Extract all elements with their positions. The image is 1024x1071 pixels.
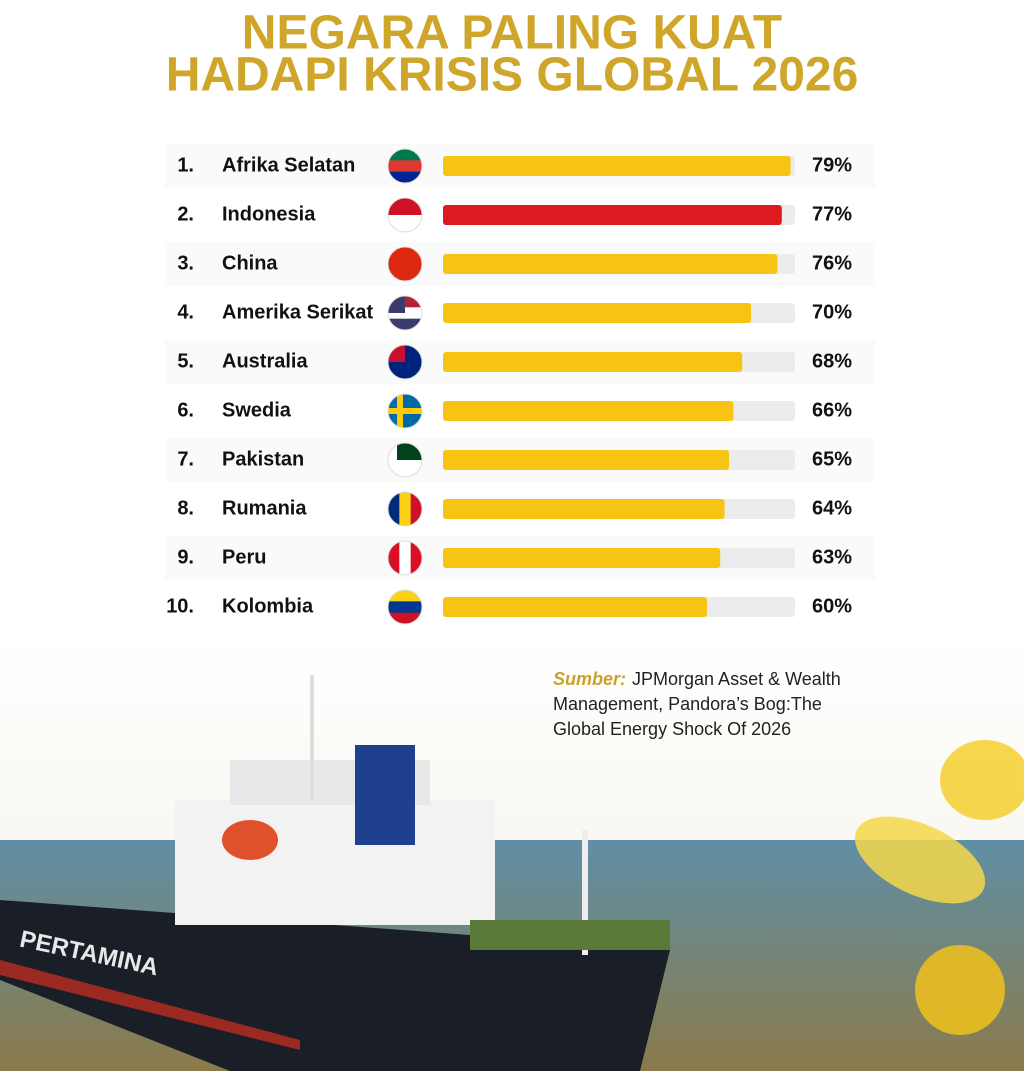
flag-part xyxy=(388,408,422,414)
country-name: Rumania xyxy=(222,497,307,519)
flag xyxy=(387,197,423,233)
rank: 10. xyxy=(166,595,194,617)
value-label: 65% xyxy=(812,448,852,470)
flag xyxy=(387,589,423,625)
value-label: 70% xyxy=(812,301,852,323)
value-label: 64% xyxy=(812,497,852,519)
country-name: Swedia xyxy=(222,399,292,421)
flag-part xyxy=(388,318,422,330)
flag-part xyxy=(388,198,422,216)
flag xyxy=(387,393,423,429)
title-line: NEGARA PALING KUAT xyxy=(242,7,782,60)
bar xyxy=(443,548,721,568)
flag-part xyxy=(399,541,412,575)
flag-body xyxy=(388,541,422,575)
flag-part xyxy=(388,541,401,575)
rank: 2. xyxy=(177,203,194,225)
flag-part xyxy=(388,590,422,603)
flag xyxy=(387,295,423,331)
bar xyxy=(443,254,778,274)
flag-ring xyxy=(387,295,423,331)
country-name: Kolombia xyxy=(222,595,314,617)
bar xyxy=(443,352,743,372)
flag-ring xyxy=(387,540,423,576)
value-label: 63% xyxy=(812,546,852,568)
source-label: Sumber: xyxy=(553,669,626,689)
flag-part xyxy=(388,601,422,614)
flag-ring xyxy=(387,442,423,478)
rank: 5. xyxy=(177,350,194,372)
flag-body xyxy=(388,198,422,232)
flag-body xyxy=(388,394,422,428)
value-label: 76% xyxy=(812,252,852,274)
source-line: JPMorgan Asset & Wealth xyxy=(632,669,841,689)
flag-ring xyxy=(387,393,423,429)
flag xyxy=(387,442,423,478)
rank: 1. xyxy=(177,154,194,176)
rank: 7. xyxy=(177,448,194,470)
bar xyxy=(443,597,707,617)
flag xyxy=(387,540,423,576)
flag-body xyxy=(388,149,422,183)
flag-part xyxy=(388,247,422,281)
flag xyxy=(387,246,423,282)
rank: 3. xyxy=(177,252,194,274)
flag-part xyxy=(388,160,422,173)
rank: 6. xyxy=(177,399,194,421)
flag-ring xyxy=(387,344,423,380)
flag xyxy=(387,148,423,184)
value-label: 79% xyxy=(812,154,852,176)
flag-body xyxy=(388,296,422,330)
value-label: 77% xyxy=(812,203,852,225)
country-name: Amerika Serikat xyxy=(222,301,374,323)
bar xyxy=(443,450,729,470)
bar xyxy=(443,499,725,519)
bar xyxy=(443,303,751,323)
value-label: 66% xyxy=(812,399,852,421)
flag-ring xyxy=(387,246,423,282)
flag-ring xyxy=(387,491,423,527)
flag-part xyxy=(410,541,422,575)
source-line: Management, Pandora’s Bog:The xyxy=(553,694,822,714)
flag-part xyxy=(388,149,422,162)
flag-body xyxy=(388,492,422,526)
flag-part xyxy=(388,443,397,477)
flag-part xyxy=(399,492,412,526)
value-label: 68% xyxy=(812,350,852,372)
flag-part xyxy=(397,394,403,428)
country-name: Indonesia xyxy=(222,203,316,225)
rank: 4. xyxy=(177,301,194,323)
bar xyxy=(443,205,782,225)
country-name: China xyxy=(222,252,278,274)
flag xyxy=(387,491,423,527)
flag-part xyxy=(410,492,422,526)
bar xyxy=(443,401,734,421)
flag-ring xyxy=(387,197,423,233)
decoration xyxy=(854,740,1024,1035)
flag-part xyxy=(388,171,422,183)
flag-part xyxy=(388,215,422,232)
title-line: HADAPI KRISIS GLOBAL 2026 xyxy=(166,49,859,102)
flag xyxy=(387,344,423,380)
country-name: Australia xyxy=(222,350,308,372)
flag-body xyxy=(388,247,422,281)
country-name: Peru xyxy=(222,546,266,568)
country-name: Afrika Selatan xyxy=(222,154,355,176)
ship xyxy=(0,675,670,1071)
value-label: 60% xyxy=(812,595,852,617)
rank: 8. xyxy=(177,497,194,519)
flag-ring xyxy=(387,589,423,625)
flag-part xyxy=(388,492,401,526)
bar xyxy=(443,156,791,176)
flag-body xyxy=(388,590,422,624)
flag-part xyxy=(388,612,422,624)
rank: 9. xyxy=(177,546,194,568)
flag-ring xyxy=(387,148,423,184)
source-line: Global Energy Shock Of 2026 xyxy=(553,719,791,739)
country-name: Pakistan xyxy=(222,448,304,470)
flag-body xyxy=(388,443,422,477)
